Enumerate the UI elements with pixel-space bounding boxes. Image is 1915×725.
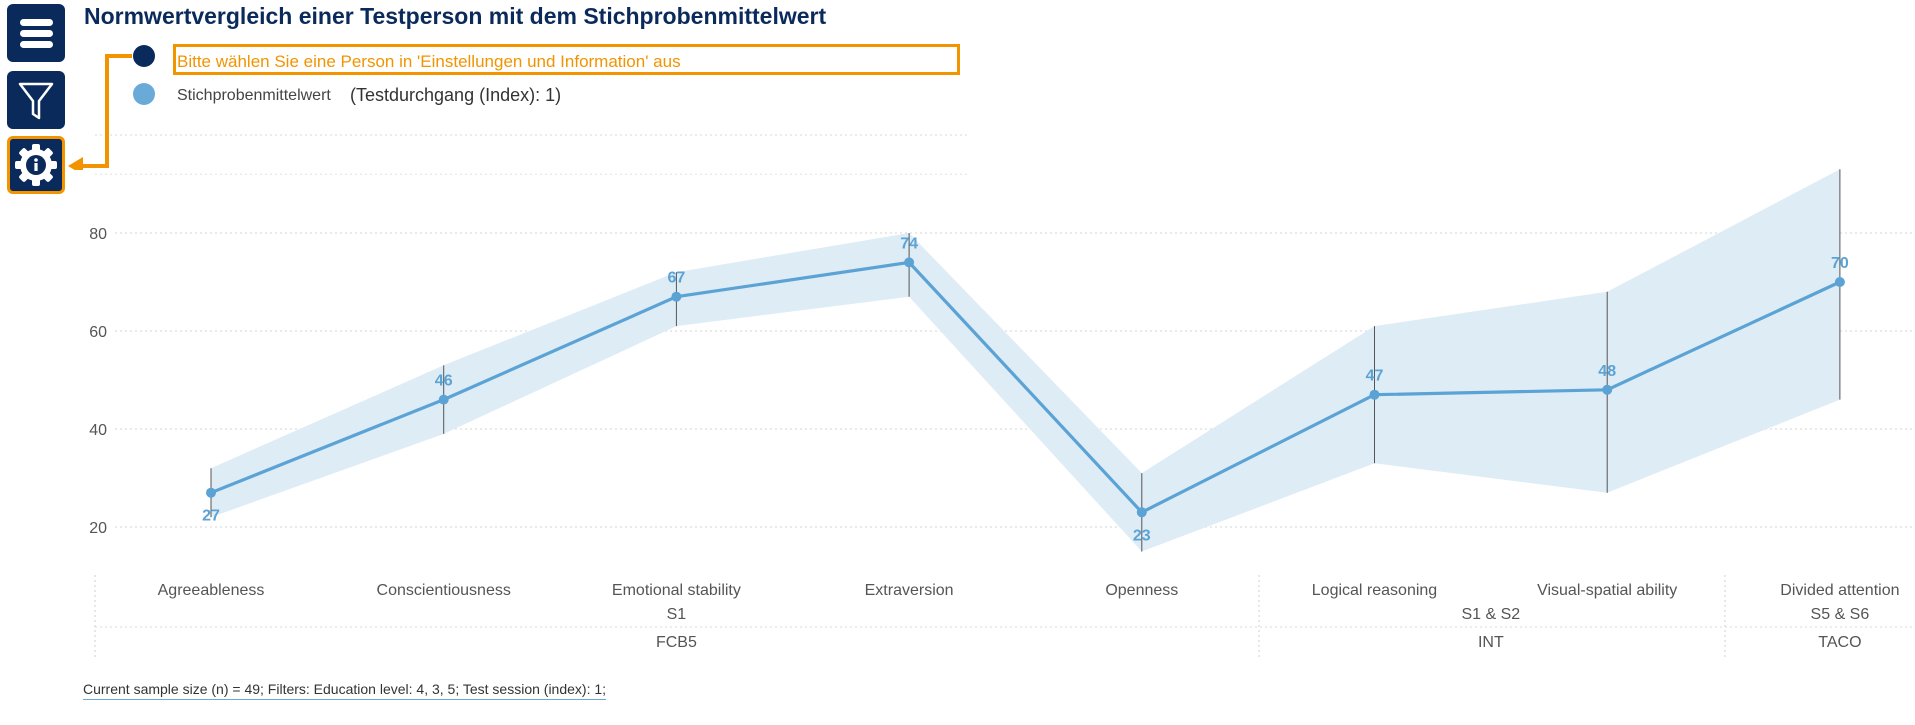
data-label: 74: [900, 235, 918, 252]
series-line: [210, 260, 1841, 514]
data-labels: 27 46 67 74 23 47 48 70: [202, 235, 1849, 544]
data-point: [438, 394, 449, 405]
confidence-band-area: [211, 169, 1840, 552]
data-point: [1136, 507, 1147, 518]
x-category-label: Visual-spatial ability: [1537, 582, 1677, 599]
y-tick-label: 20: [89, 520, 107, 537]
page-title: Normwertvergleich einer Testperson mit d…: [84, 3, 827, 29]
data-point: [206, 487, 216, 498]
data-point: [671, 291, 682, 302]
settings-button[interactable]: [7, 136, 65, 194]
filter-button[interactable]: [7, 71, 65, 129]
data-label: 46: [435, 373, 453, 390]
person-hint-box[interactable]: [173, 44, 960, 75]
y-tick-label: 80: [89, 226, 107, 243]
x-category-label: Logical reasoning: [1312, 582, 1437, 599]
x-axis-categories: Agreeableness Conscientiousness Emotional …: [94, 575, 1915, 660]
x-category-label: Conscientiousness: [377, 582, 511, 599]
x-group-label-outer: TACO: [1818, 634, 1861, 651]
data-label: 67: [668, 270, 686, 287]
x-group-label: S1 & S2: [1461, 606, 1520, 623]
x-group-label-outer: FCB5: [656, 634, 697, 651]
x-group-label: S1: [667, 606, 687, 623]
x-category-label: Divided attention: [1780, 582, 1899, 599]
confidence-band: [211, 169, 1840, 552]
data-point: [1602, 384, 1613, 395]
data-label: 47: [1366, 368, 1384, 385]
legend-marker-person: [133, 45, 155, 67]
x-category-label: Openness: [1105, 582, 1178, 599]
data-label: 23: [1133, 527, 1151, 544]
hamburger-icon: [20, 19, 53, 48]
data-point: [1369, 389, 1380, 400]
x-group-label: S5 & S6: [1811, 606, 1870, 623]
x-category-label: Agreeableness: [158, 582, 265, 599]
callout-arrow: [68, 54, 132, 170]
data-point: [904, 257, 915, 268]
menu-button[interactable]: [7, 4, 65, 62]
data-label: 48: [1598, 363, 1616, 380]
x-category-label: Emotional stability: [612, 582, 741, 599]
y-tick-label: 60: [89, 324, 107, 341]
filter-icon: [18, 82, 54, 120]
series-line-layer: [210, 260, 1841, 514]
legend-marker-mean: [133, 83, 155, 105]
y-tick-label: 40: [89, 422, 107, 439]
sample-size-footer[interactable]: Current sample size (n) = 49; Filters: E…: [83, 681, 607, 700]
legend-mean-label: Stichprobenmittelwert: [177, 87, 331, 104]
data-label: 70: [1831, 255, 1849, 272]
gear-info-icon: [15, 144, 57, 186]
y-axis-ticks: 20 40 60 80: [89, 226, 107, 537]
data-point: [1834, 277, 1845, 287]
data-label: 27: [202, 508, 220, 525]
x-group-label-outer: INT: [1478, 634, 1504, 651]
data-points: [206, 257, 1845, 518]
person-hint-text: Bitte wählen Sie eine Person in 'Einstel…: [177, 52, 681, 71]
legend-session-label: (Testdurchgang (Index): 1): [350, 85, 562, 105]
x-category-label: Extraversion: [865, 582, 954, 599]
